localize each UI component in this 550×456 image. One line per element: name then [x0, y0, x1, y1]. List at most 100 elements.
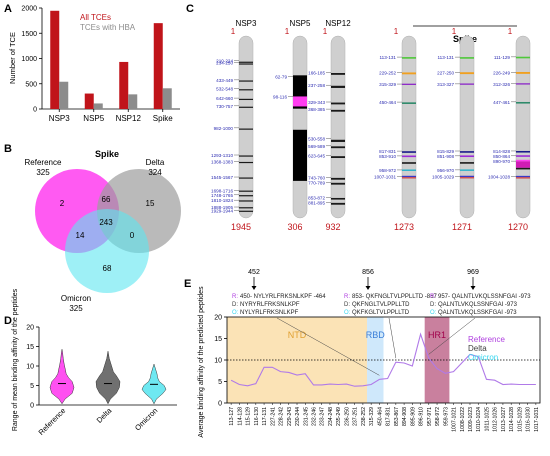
ideo-label-d: 956-970: [437, 168, 454, 173]
ideo-band-nsp12: [331, 182, 345, 185]
ideo-band-nsp3: [239, 195, 253, 197]
ideo-band-d: [460, 57, 474, 59]
e-xtick-label: 235-249: [336, 407, 342, 426]
e-legend-reference: Reference: [468, 335, 505, 344]
ideo-body-o: [515, 35, 531, 219]
ideo-body-nsp5: [292, 35, 308, 219]
ideo-band-nsp3: [239, 207, 253, 209]
callout-tag: O:: [430, 310, 437, 316]
ideo-band-nsp12: [331, 73, 345, 75]
ideo-label-nsp12: 743-760: [308, 176, 325, 181]
e-xtick-label: 1007-1021: [452, 407, 458, 432]
d-ytick-label: 10: [26, 364, 34, 371]
e-xtick-label: 1014-1028: [509, 407, 515, 432]
ideo-body-nsp12: [330, 35, 346, 219]
ideo-end-r: 1273: [394, 222, 414, 232]
ideo-label-nsp3: 532-548: [216, 86, 233, 91]
ideo-label-r: 817-831: [379, 149, 396, 154]
ideograms: NSP311945210-224234-250433-449532-548642…: [211, 19, 531, 232]
callout-sequence: QALNTLVKQLSSKFGAI -973: [438, 310, 517, 316]
venn-label-omicron: Omicron: [61, 294, 91, 303]
ideo-label-o: 814-828: [493, 149, 510, 154]
ideo-label-r: 1007-1031: [374, 174, 396, 179]
ideo-band-nsp12: [331, 102, 345, 105]
e-legend-omicron: Omicron: [468, 353, 498, 362]
ideo-band-nsp12: [331, 139, 345, 142]
e-ytick-label: 15: [214, 336, 222, 343]
callout-tag: O:: [232, 310, 239, 316]
panel-d: D Range of mean binding affinity of the …: [4, 288, 177, 437]
panel-e-axes: 0 5 10 15 20 113-127 114-128 115-129 116-130 117-…: [214, 315, 541, 432]
ideo-band-r: [402, 169, 416, 171]
e-xtick-label: 817-831: [386, 407, 392, 426]
ideo-band-nsp3: [239, 89, 253, 91]
ideo-band-nsp3: [239, 161, 253, 164]
ideo-label-nsp3: 1748-1765: [211, 193, 233, 198]
ideo-label-d: 313-327: [437, 82, 454, 87]
a-ytick-label: 1500: [21, 31, 37, 38]
ideo-label-nsp3: 1810-1824: [211, 198, 233, 203]
ideo-start-o: 1: [508, 27, 513, 36]
a-ytick-label: 2000: [21, 6, 37, 13]
ideo-label-nsp3: 234-250: [216, 60, 233, 65]
ideo-label-d: 113-131: [437, 55, 454, 60]
a-xtick-label: Spike: [153, 114, 174, 123]
ideo-band-d: [460, 83, 474, 85]
callout-tag: R:: [232, 294, 238, 300]
e-ytick-label: 20: [214, 315, 222, 322]
ideo-body-r: [401, 35, 417, 219]
callout-tag: D:: [344, 302, 350, 308]
callout-arrow-head: [470, 286, 476, 290]
ideo-label-nsp12: 166-185: [308, 70, 325, 75]
callout-pointer: [388, 317, 397, 359]
e-xtick-label: 1017-1031: [534, 407, 540, 432]
callout-sequence: QKFKGLTVLPPLLTD: [352, 310, 410, 316]
panel-e-letter: E: [184, 278, 191, 290]
panel-a-letter: A: [4, 3, 12, 15]
a-xtick-label: NSP12: [116, 114, 142, 123]
e-xtick-label: 1009-1023: [468, 407, 474, 432]
e-xtick-label: 238-252: [361, 407, 367, 426]
ideo-band-d: [460, 155, 474, 158]
ideo-band-o: [516, 159, 530, 162]
callout-sequence: 957- QALNTLVKQLSSNFGAI -973: [438, 294, 531, 300]
callout-pointer: [276, 317, 380, 376]
ideo-band-nsp5: [293, 129, 307, 181]
ideo-band-o: [516, 177, 530, 179]
d-xtick-label-delta: Delta: [95, 405, 114, 424]
ideo-band-d: [460, 175, 474, 178]
ideo-band-d: [460, 162, 474, 164]
ideo-start-nsp5: 1: [285, 27, 290, 36]
panel-d-ylabel-line1: Range of mean binding affinity of the pe…: [12, 288, 19, 431]
panel-c-letter: C: [186, 3, 194, 15]
callout-position: 969: [467, 269, 479, 276]
ideo-band-nsp3: [239, 177, 253, 179]
ideo-start-nsp3: 1: [231, 27, 236, 36]
a-bar-nsp5-hba: [93, 103, 103, 109]
d-ytick-label: 20: [26, 325, 34, 332]
a-ytick-label: 500: [25, 81, 37, 88]
ideo-band-d: [460, 151, 474, 153]
ideo-name-nsp5: NSP5: [290, 19, 311, 28]
ideo-start-d: 1: [452, 27, 457, 36]
callout-sequence: QALNTLVKQLSSNFGAI -973: [438, 302, 518, 308]
ideo-band-r: [402, 177, 416, 179]
callout-position: 452: [248, 269, 260, 276]
ideo-band-r: [402, 175, 416, 178]
callout-tag: R:: [430, 294, 436, 300]
legend-all-tces: All TCEs: [80, 13, 111, 22]
e-line-reference: [230, 332, 536, 387]
ideo-end-nsp5: 306: [287, 222, 302, 232]
venn-label-reference: Reference: [25, 158, 62, 167]
violin-reference: [49, 349, 75, 405]
callout-sequence: 450- NYLYRLFRKSNLKPF -464: [240, 294, 326, 300]
e-xtick-label: 1013-1027: [501, 407, 507, 432]
d-ytick-label: 5: [30, 383, 34, 390]
ideo-band-nsp3: [239, 155, 253, 157]
callout-tag: D:: [232, 302, 238, 308]
ideo-label-o: 312-326: [493, 82, 510, 87]
e-xtick-label: 959-973: [443, 407, 449, 426]
ideo-band-r: [402, 155, 416, 158]
ideo-start-nsp12: 1: [323, 27, 328, 36]
d-xtick-label-omicron: Omicron: [133, 406, 159, 432]
